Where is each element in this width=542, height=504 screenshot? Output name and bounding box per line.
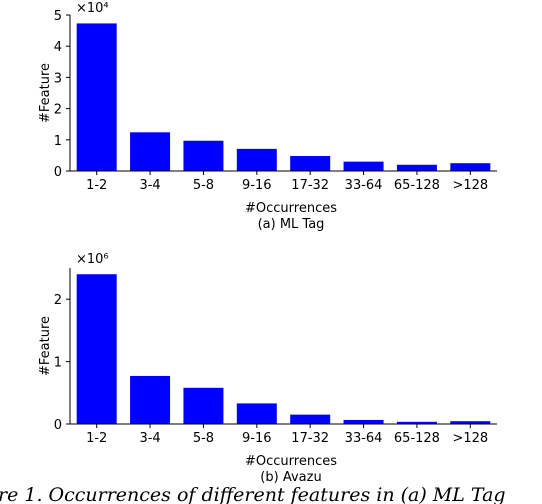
y-scale-multiplier: ×10⁶ bbox=[76, 252, 109, 267]
bar->128 bbox=[450, 163, 491, 171]
x-tick-label: 5-8 bbox=[193, 178, 214, 193]
y-tick-label: 2 bbox=[54, 293, 62, 308]
bar-series-ml-tag bbox=[76, 23, 491, 172]
y-scale-multiplier: ×10⁴ bbox=[76, 1, 109, 16]
x-tick-label: 3-4 bbox=[139, 431, 160, 446]
chart-panel-avazu: 0 1 2 1-2 3-4 5-8 9-16 17-32 33-64 65-128 >128 ×1… bbox=[38, 252, 497, 485]
bar-33-64 bbox=[343, 161, 384, 171]
x-ticks: 1-2 3-4 5-8 9-16 17-32 33-64 65-128 >128 bbox=[86, 424, 488, 446]
y-axis-label: #Feature bbox=[38, 63, 53, 123]
subcaption-ml-tag: (a) ML Tag bbox=[258, 217, 325, 232]
y-ticks: 0 1 2 bbox=[54, 293, 70, 433]
chart-panel-ml-tag: 0 1 2 3 4 5 1-2 3-4 5-8 9-16 17-32 33-64 65-128 >128… bbox=[38, 1, 497, 232]
x-tick-label: >128 bbox=[452, 178, 488, 193]
bar-series-avazu bbox=[76, 274, 491, 424]
bar-5-8 bbox=[183, 140, 224, 171]
bar-5-8 bbox=[183, 387, 224, 424]
x-tick-label: 65-128 bbox=[394, 178, 440, 193]
bar-65-128 bbox=[396, 164, 437, 171]
y-tick-label: 0 bbox=[54, 165, 62, 180]
bar-1-2 bbox=[76, 274, 117, 424]
bar-3-4 bbox=[130, 375, 171, 424]
bar-65-128 bbox=[396, 421, 437, 424]
x-tick-label: 65-128 bbox=[394, 431, 440, 446]
bar-9-16 bbox=[236, 148, 277, 171]
x-axis-label: #Occurrences bbox=[245, 201, 337, 216]
y-tick-label: 1 bbox=[54, 356, 62, 371]
x-tick-label: 33-64 bbox=[345, 431, 383, 446]
x-tick-label: 9-16 bbox=[242, 178, 272, 193]
x-tick-label: 17-32 bbox=[291, 431, 329, 446]
x-tick-label: 9-16 bbox=[242, 431, 272, 446]
x-tick-label: >128 bbox=[452, 431, 488, 446]
x-tick-label: 3-4 bbox=[139, 178, 160, 193]
y-ticks: 0 1 2 3 4 5 bbox=[54, 9, 70, 180]
y-tick-label: 0 bbox=[54, 418, 62, 433]
x-axis-label: #Occurrences bbox=[245, 454, 337, 469]
figure-caption: re 1. Occurrences of different features … bbox=[0, 484, 506, 504]
bar-9-16 bbox=[236, 403, 277, 424]
y-tick-label: 2 bbox=[54, 103, 62, 118]
bar-17-32 bbox=[290, 156, 331, 171]
bar-3-4 bbox=[130, 132, 171, 171]
bar-33-64 bbox=[343, 419, 384, 424]
x-tick-label: 17-32 bbox=[291, 178, 329, 193]
bar-17-32 bbox=[290, 414, 331, 424]
y-tick-label: 4 bbox=[54, 40, 62, 55]
bar->128 bbox=[450, 421, 491, 424]
subcaption-avazu: (b) Avazu bbox=[260, 470, 321, 485]
x-tick-label: 1-2 bbox=[86, 178, 107, 193]
x-ticks: 1-2 3-4 5-8 9-16 17-32 33-64 65-128 >128 bbox=[86, 171, 488, 193]
y-tick-label: 5 bbox=[54, 9, 62, 24]
y-tick-label: 1 bbox=[54, 134, 62, 149]
x-tick-label: 1-2 bbox=[86, 431, 107, 446]
x-tick-label: 33-64 bbox=[345, 178, 383, 193]
x-tick-label: 5-8 bbox=[193, 431, 214, 446]
bar-1-2 bbox=[76, 23, 117, 172]
y-axis-label: #Feature bbox=[38, 316, 53, 376]
y-tick-label: 3 bbox=[54, 71, 62, 86]
